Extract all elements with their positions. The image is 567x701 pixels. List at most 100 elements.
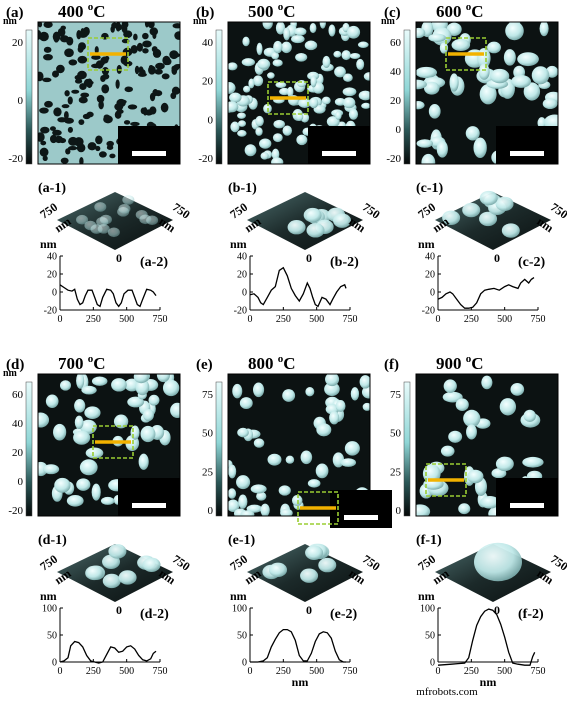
colorbar [25, 29, 33, 165]
profile-xtick-label: 0 [58, 314, 63, 325]
profile-ytick-label: 40 [425, 252, 435, 263]
profile-region-box [425, 463, 467, 497]
axis3d-label: 750 [170, 200, 193, 222]
surface-feature [300, 568, 319, 583]
axis3d-label: 750 [415, 200, 438, 222]
axis3d-label: 750 [170, 552, 193, 574]
profile-xtick-label: 250 [464, 314, 479, 325]
surface-feature [333, 213, 352, 228]
colorbar-tick: 40 [390, 66, 402, 78]
sub-label-profile: (b-2) [330, 255, 359, 270]
panel-temperature: 900 oC [436, 353, 484, 373]
afm-texture [228, 22, 370, 164]
profile-ytick-label: 100 [42, 604, 57, 615]
profile-ytick-label: 50 [237, 631, 247, 642]
sub-label-profile: (f-2) [518, 607, 544, 622]
scalebar-box [496, 478, 558, 516]
colorbar-tick: 0 [18, 476, 24, 488]
profile-ytick-label: 20 [237, 270, 247, 281]
sub-label-3d: (d-1) [38, 533, 67, 548]
colorbar [403, 29, 411, 165]
axis3d-label: 750 [227, 552, 250, 574]
sub-label-3d: (e-1) [228, 533, 256, 548]
panel-temperature: 700 oC [58, 353, 106, 373]
profile-ytick-label: 0 [430, 658, 435, 669]
axis3d-origin: 0 [116, 251, 122, 265]
scalebar-bar [510, 503, 544, 508]
profile-xlabel: nm [480, 675, 497, 689]
profile-ytick-label: -20 [422, 306, 435, 317]
sub-label-3d: (b-1) [228, 181, 257, 196]
surface-3d [247, 192, 363, 250]
surface-feature [442, 210, 461, 225]
axis3d-label: 750 [37, 552, 60, 574]
scalebar-label: 750 nm [507, 483, 548, 498]
colorbar-tick: 20 [390, 95, 402, 107]
panel-d: (d) 700 oC nm 60 40 20 0 -20 750 nm (d-1) 750 nm 750… [3, 353, 193, 677]
surface-feature [97, 224, 110, 234]
colorbar-tick: 50 [390, 428, 402, 440]
colorbar-unit: nm [193, 16, 208, 27]
profile-xtick-label: 750 [153, 314, 168, 325]
profile-ytick-label: 0 [52, 288, 57, 299]
surface-feature [142, 557, 161, 573]
profile-xtick-label: 0 [248, 666, 253, 677]
colorbar-tick: 20 [12, 447, 24, 459]
colorbar-tick: 25 [390, 466, 402, 478]
profile-ylabel: nm [40, 589, 57, 603]
surface-feature [102, 573, 121, 589]
surface-feature [306, 223, 325, 238]
profile-region-box [92, 425, 134, 459]
profile-curve [59, 640, 157, 664]
profile-ylabel: nm [418, 589, 435, 603]
surface-feature [318, 557, 337, 573]
sub-label-profile: (e-2) [330, 607, 358, 622]
scalebar-bar [132, 151, 166, 156]
colorbar-tick: 25 [202, 466, 214, 478]
profile-xtick-label: 250 [276, 666, 291, 677]
axis3d-label: 750 [360, 552, 383, 574]
profile-ytick-label: 0 [242, 288, 247, 299]
surface-feature [94, 202, 107, 212]
profile-xtick-label: 750 [531, 666, 546, 677]
colorbar-unit: nm [3, 16, 18, 27]
colorbar-tick: 60 [12, 389, 24, 401]
surface-feature [501, 223, 520, 238]
profile-ytick-label: 100 [420, 604, 435, 615]
scalebar-label: 750 nm [507, 131, 548, 146]
profile-xtick-label: 750 [343, 666, 358, 677]
colorbar-tick: -20 [386, 153, 401, 165]
colorbar-tick: -20 [8, 505, 23, 517]
axis3d-label: 750 [548, 200, 567, 222]
profile-curve [249, 266, 347, 308]
profile-ytick-label: 40 [47, 252, 57, 263]
profile-xtick-label: 500 [119, 666, 134, 677]
panel-temperature: 600 oC [436, 1, 484, 21]
profile-curve [250, 628, 346, 663]
surface-feature [85, 565, 104, 581]
profile-region-box [87, 37, 129, 71]
scalebar-label: 750 nm [129, 131, 170, 146]
scalebar-bar [322, 151, 356, 156]
axis3d-label: 750 [360, 200, 383, 222]
scalebar-box [118, 478, 180, 516]
sub-label-profile: (d-2) [140, 607, 169, 622]
surface-feature [479, 190, 498, 206]
sub-label-3d: (a-1) [38, 181, 66, 196]
profile-xtick-label: 750 [531, 314, 546, 325]
surface-feature [139, 214, 152, 225]
profile-ytick-label: 40 [237, 252, 247, 263]
profile-curve [437, 277, 535, 309]
axis3d-label: 750 [548, 552, 567, 574]
surface-feature [118, 204, 131, 214]
panel-label: (a) [6, 5, 24, 21]
colorbar-tick: 40 [12, 418, 24, 430]
axis3d-origin: 0 [306, 251, 312, 265]
sub-label-profile: (c-2) [518, 255, 546, 270]
profile-xlabel: nm [292, 675, 309, 689]
axis3d-origin: 0 [116, 603, 122, 617]
axis3d-origin: 0 [494, 603, 500, 617]
